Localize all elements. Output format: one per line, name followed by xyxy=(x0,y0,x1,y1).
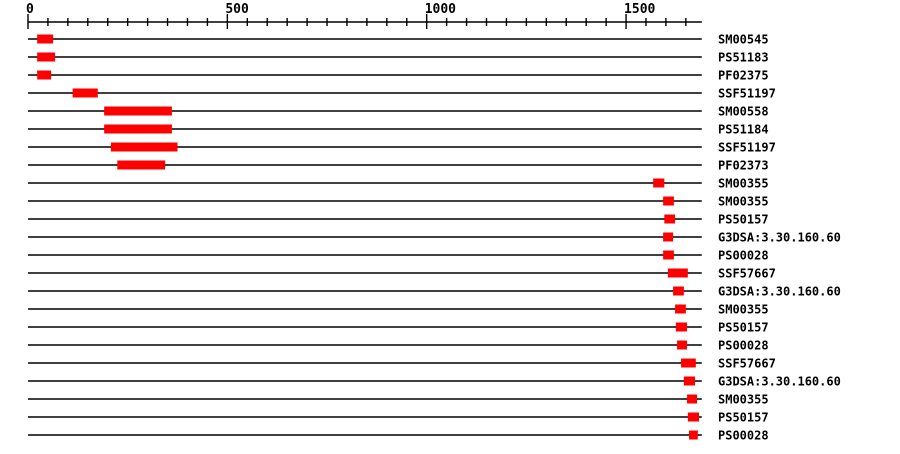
feature-row: PS50157 xyxy=(28,213,769,227)
feature-label: SSF51197 xyxy=(718,87,776,101)
feature-box[interactable] xyxy=(664,214,676,224)
feature-box[interactable] xyxy=(110,142,178,152)
feature-row: PS00028 xyxy=(28,339,769,353)
feature-row: SSF57667 xyxy=(28,357,776,371)
feature-box[interactable] xyxy=(689,430,698,440)
feature-row: SSF57667 xyxy=(28,267,776,281)
feature-label: PS00028 xyxy=(718,339,769,353)
feature-label: PS50157 xyxy=(718,411,769,425)
feature-box[interactable] xyxy=(687,394,698,404)
feature-box[interactable] xyxy=(104,124,172,134)
feature-box[interactable] xyxy=(687,412,700,422)
feature-box[interactable] xyxy=(663,196,674,206)
axis-tick-label: 500 xyxy=(225,2,249,17)
feature-label: SSF51197 xyxy=(718,141,776,155)
residue-axis: 0 500 1000 1500 xyxy=(26,2,702,29)
feature-row: PS51183 xyxy=(28,51,769,65)
feature-box[interactable] xyxy=(675,304,686,314)
axis-tick-label: 1500 xyxy=(624,2,655,17)
feature-label: G3DSA:3.30.160.60 xyxy=(718,231,841,245)
feature-box[interactable] xyxy=(667,268,688,278)
feature-box[interactable] xyxy=(72,88,98,98)
feature-label: PF02375 xyxy=(718,69,769,83)
feature-label: PS00028 xyxy=(718,249,769,263)
feature-label: PS00028 xyxy=(718,429,769,443)
feature-row: PS00028 xyxy=(28,249,769,263)
feature-row: G3DSA:3.30.160.60 xyxy=(28,285,841,299)
feature-box[interactable] xyxy=(653,178,665,188)
feature-row: SM00545 xyxy=(28,33,769,47)
feature-label: PS50157 xyxy=(718,213,769,227)
feature-row: PF02375 xyxy=(28,69,769,83)
feature-box[interactable] xyxy=(683,376,696,386)
feature-label: PS51183 xyxy=(718,51,769,65)
feature-row: PS50157 xyxy=(28,321,769,335)
feature-row: G3DSA:3.30.160.60 xyxy=(28,231,841,245)
feature-label: SM00355 xyxy=(718,195,769,209)
feature-box[interactable] xyxy=(675,322,688,332)
feature-box[interactable] xyxy=(104,106,172,116)
axis-tick-label: 1000 xyxy=(425,2,456,17)
feature-label: PS50157 xyxy=(718,321,769,335)
feature-label: SSF57667 xyxy=(718,357,776,371)
feature-row: SM00355 xyxy=(28,177,769,191)
feature-label: PF02373 xyxy=(718,159,769,173)
feature-label: SM00558 xyxy=(718,105,769,119)
feature-box[interactable] xyxy=(37,34,54,44)
feature-row: SSF51197 xyxy=(28,141,776,155)
feature-row: PS00028 xyxy=(28,429,769,443)
feature-box[interactable] xyxy=(663,232,674,242)
feature-row: SM00355 xyxy=(28,393,769,407)
feature-row: PS51184 xyxy=(28,123,769,137)
feature-box[interactable] xyxy=(37,52,56,62)
feature-row: SM00355 xyxy=(28,303,769,317)
feature-row: PF02373 xyxy=(28,159,769,173)
feature-label: SM00355 xyxy=(718,393,769,407)
feature-label: SSF57667 xyxy=(718,267,776,281)
feature-box[interactable] xyxy=(37,70,52,80)
feature-row: SSF51197 xyxy=(28,87,776,101)
feature-label: G3DSA:3.30.160.60 xyxy=(718,375,841,389)
feature-label: SM00545 xyxy=(718,33,769,47)
feature-box[interactable] xyxy=(673,286,684,296)
feature-box[interactable] xyxy=(681,358,696,368)
feature-row: SM00558 xyxy=(28,105,769,119)
feature-label: SM00355 xyxy=(718,177,769,191)
feature-label: G3DSA:3.30.160.60 xyxy=(718,285,841,299)
feature-row: PS50157 xyxy=(28,411,769,425)
feature-box[interactable] xyxy=(663,250,674,260)
feature-box[interactable] xyxy=(117,160,166,170)
feature-box[interactable] xyxy=(677,340,688,350)
feature-row: G3DSA:3.30.160.60 xyxy=(28,375,841,389)
axis-tick-label: 0 xyxy=(26,2,34,17)
feature-row: SM00355 xyxy=(28,195,769,209)
feature-label: PS51184 xyxy=(718,123,769,137)
feature-label: SM00355 xyxy=(718,303,769,317)
